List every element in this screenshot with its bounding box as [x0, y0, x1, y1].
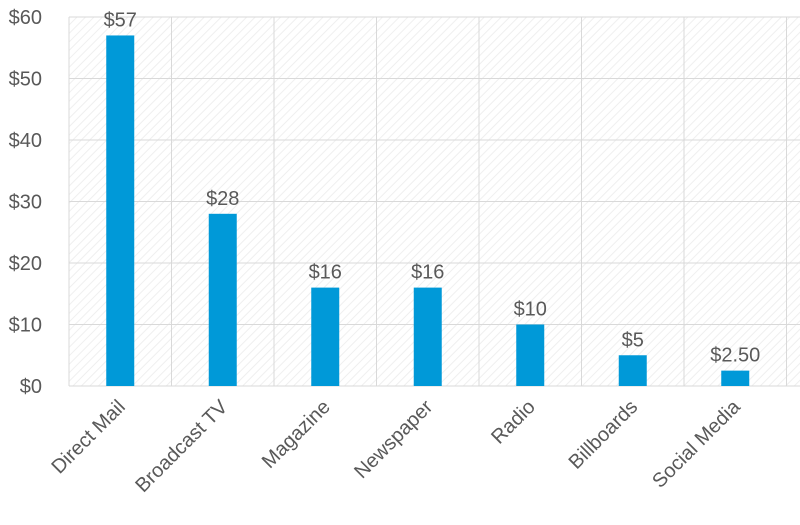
vertical-gridlines — [68, 17, 787, 386]
bar — [208, 213, 237, 386]
x-axis: Direct Mail Broadcast TV Magazine Newspaper… — [47, 395, 745, 497]
data-label: $10 — [514, 299, 547, 321]
bar — [311, 287, 340, 386]
bar — [721, 370, 750, 386]
bars — [106, 35, 750, 386]
bar — [618, 355, 647, 386]
bar — [413, 287, 442, 386]
y-tick-label: $0 — [20, 376, 42, 398]
x-tick-label: Broadcast TV — [131, 396, 232, 497]
y-axis: $0 $10 $20 $30 $40 $50 $60 — [9, 7, 42, 398]
bar — [106, 35, 135, 386]
data-label: $2.50 — [710, 345, 760, 367]
data-label: $57 — [104, 9, 137, 31]
x-tick-label: Magazine — [258, 396, 335, 473]
data-label: $16 — [411, 262, 444, 284]
bar — [516, 324, 545, 386]
x-tick-label: Radio — [487, 396, 540, 449]
data-label: $16 — [309, 262, 342, 284]
y-tick-label: $40 — [9, 130, 42, 152]
x-tick-label: Newspaper — [350, 396, 437, 483]
x-tick-label: Social Media — [648, 395, 745, 492]
y-tick-label: $10 — [9, 315, 42, 337]
y-tick-label: $50 — [9, 69, 42, 91]
data-labels: $57 $28 $16 $16 $10 $5 $2.50 — [104, 9, 761, 366]
data-label: $5 — [622, 329, 644, 351]
x-tick-label: Billboards — [565, 396, 643, 474]
y-tick-label: $30 — [9, 192, 42, 214]
y-tick-label: $60 — [9, 7, 42, 29]
y-tick-label: $20 — [9, 253, 42, 275]
x-tick-label: Direct Mail — [47, 396, 129, 478]
data-label: $28 — [206, 188, 239, 210]
